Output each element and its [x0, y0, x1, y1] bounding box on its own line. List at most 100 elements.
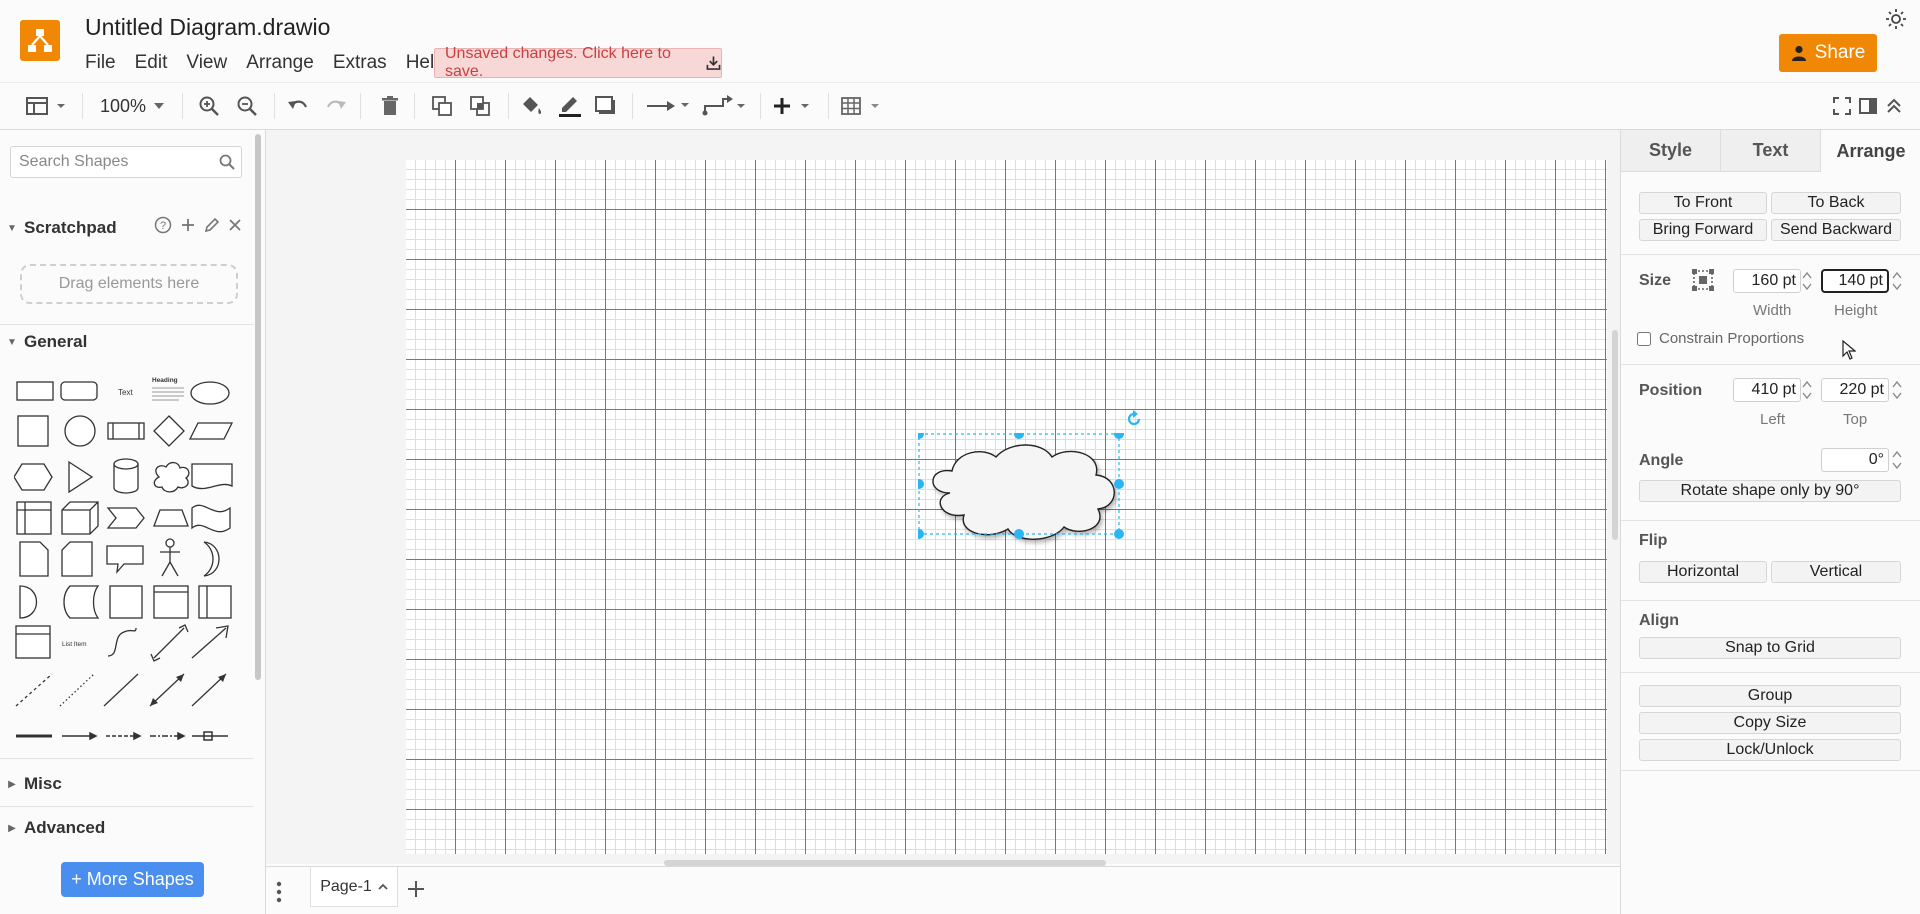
bring-forward-button[interactable]: Bring Forward	[1639, 219, 1767, 241]
waypoints-dropdown[interactable]	[700, 91, 748, 121]
angle-spinner[interactable]	[1892, 449, 1902, 471]
format-panel-toggle[interactable]	[1858, 91, 1878, 121]
left-spinner[interactable]	[1802, 379, 1812, 401]
user-icon	[1791, 45, 1806, 61]
drawio-logo[interactable]	[20, 20, 60, 61]
menu-bar: File Edit View Arrange Extras Help	[85, 52, 464, 74]
height-input[interactable]	[1821, 269, 1889, 293]
menu-file[interactable]: File	[85, 52, 116, 73]
more-shapes-button[interactable]: + More Shapes	[61, 862, 204, 897]
to-back-button[interactable]	[466, 91, 494, 121]
width-input[interactable]	[1733, 269, 1801, 293]
misc-section-header[interactable]: ▶ Misc	[0, 770, 254, 798]
menu-edit[interactable]: Edit	[134, 52, 168, 73]
menu-arrange[interactable]: Arrange	[246, 52, 314, 73]
fill-color-button[interactable]	[518, 91, 546, 121]
advanced-section-title: Advanced	[24, 818, 106, 837]
send-backward-button[interactable]: Send Backward	[1771, 219, 1901, 241]
connection-style-dropdown[interactable]	[644, 91, 692, 121]
edit-icon[interactable]	[204, 217, 220, 233]
rotate-90-button[interactable]: Rotate shape only by 90°	[1639, 480, 1901, 502]
delete-button[interactable]	[376, 91, 404, 121]
chevron-up-icon[interactable]	[378, 883, 388, 891]
close-icon[interactable]	[228, 218, 242, 232]
zoom-level: 100%	[99, 95, 147, 116]
top-input[interactable]	[1821, 378, 1889, 402]
lock-unlock-button[interactable]: Lock/Unlock	[1639, 739, 1901, 761]
help-icon[interactable]: ?	[154, 216, 172, 234]
copy-size-button[interactable]: Copy Size	[1639, 712, 1901, 734]
document-title[interactable]: Untitled Diagram.drawio	[85, 14, 331, 40]
add-icon[interactable]	[180, 217, 196, 233]
to-front-button[interactable]: To Front	[1639, 192, 1767, 214]
to-front-icon	[432, 96, 452, 116]
caret-down-icon: ▼	[7, 222, 17, 234]
constrain-proportions[interactable]: Constrain Proportions	[1637, 330, 1804, 347]
zoom-dropdown[interactable]: 100%	[96, 91, 168, 121]
fullscreen-button[interactable]	[1832, 91, 1852, 121]
to-back-button[interactable]: To Back	[1771, 192, 1901, 214]
connection-icon	[647, 101, 689, 111]
table-dropdown[interactable]	[840, 91, 886, 121]
table-icon	[841, 97, 879, 115]
height-label: Height	[1834, 302, 1878, 319]
scratchpad-header[interactable]: ▼ Scratchpad	[0, 214, 254, 242]
unsaved-changes-button[interactable]: Unsaved changes. Click here to save.	[434, 45, 722, 80]
autosize-icon[interactable]	[1691, 268, 1715, 292]
tab-arrange[interactable]: Arrange	[1821, 130, 1920, 172]
redo-button[interactable]	[322, 91, 350, 121]
collapse-toolbar-button[interactable]	[1884, 91, 1904, 121]
redo-icon	[326, 100, 346, 109]
snap-to-grid-button[interactable]: Snap to Grid	[1639, 637, 1901, 659]
general-section-header[interactable]: ▼ General	[0, 328, 254, 356]
scratchpad-title: Scratchpad	[24, 218, 117, 237]
sidebar-scrollbar[interactable]	[255, 134, 261, 680]
insert-dropdown[interactable]	[772, 91, 816, 121]
header: Untitled Diagram.drawio File Edit View A…	[0, 0, 1920, 82]
undo-button[interactable]	[284, 91, 312, 121]
scratchpad-tools: ?	[154, 216, 242, 234]
menu-view[interactable]: View	[186, 52, 228, 73]
caret-right-icon: ▶	[8, 778, 16, 790]
pages-menu-icon[interactable]	[274, 881, 284, 903]
horizontal-scrollbar[interactable]	[664, 860, 1106, 866]
share-button[interactable]: Share	[1779, 34, 1877, 72]
advanced-section-header[interactable]: ▶ Advanced	[0, 814, 254, 842]
search-icon[interactable]	[219, 154, 235, 170]
tab-page-1[interactable]: Page-1	[310, 867, 398, 907]
group-button[interactable]: Group	[1639, 685, 1901, 707]
shape-palette[interactable]: Text Heading List Item	[14, 374, 242, 752]
vertical-scrollbar[interactable]	[1612, 330, 1618, 540]
format-panel: Style Text Arrange To Front To Back Brin…	[1620, 130, 1920, 914]
caret-right-icon: ▶	[8, 822, 16, 834]
zoom-in-button[interactable]	[195, 91, 223, 121]
zoom-out-button[interactable]	[233, 91, 261, 121]
flip-horizontal-button[interactable]: Horizontal	[1639, 561, 1767, 583]
menu-extras[interactable]: Extras	[332, 52, 387, 73]
constrain-label: Constrain Proportions	[1659, 330, 1805, 347]
width-spinner[interactable]	[1802, 270, 1812, 292]
resize-handles[interactable]	[918, 433, 1124, 539]
shadow-button[interactable]	[592, 91, 620, 121]
view-dropdown[interactable]	[24, 91, 70, 121]
height-spinner[interactable]	[1892, 270, 1902, 292]
tab-text[interactable]: Text	[1721, 130, 1821, 172]
left-input[interactable]	[1733, 378, 1801, 402]
constrain-checkbox[interactable]	[1637, 331, 1651, 346]
top-spinner[interactable]	[1892, 379, 1902, 401]
cloud-outline	[932, 444, 1115, 540]
rotate-handle-icon[interactable]	[1125, 410, 1143, 428]
position-label: Position	[1639, 382, 1703, 399]
selected-cloud-shape[interactable]	[918, 433, 1138, 553]
add-page-icon[interactable]	[406, 879, 426, 899]
theme-sun-icon[interactable]	[1885, 8, 1907, 30]
flip-vertical-button[interactable]: Vertical	[1771, 561, 1901, 583]
line-color-button[interactable]	[556, 91, 584, 121]
tab-style[interactable]: Style	[1621, 130, 1721, 172]
search-shapes-input[interactable]	[19, 152, 209, 172]
to-front-button[interactable]	[428, 91, 456, 121]
to-back-icon	[470, 96, 490, 116]
angle-input[interactable]	[1821, 448, 1889, 472]
scratchpad-drop-zone[interactable]: Drag elements here	[20, 264, 238, 304]
